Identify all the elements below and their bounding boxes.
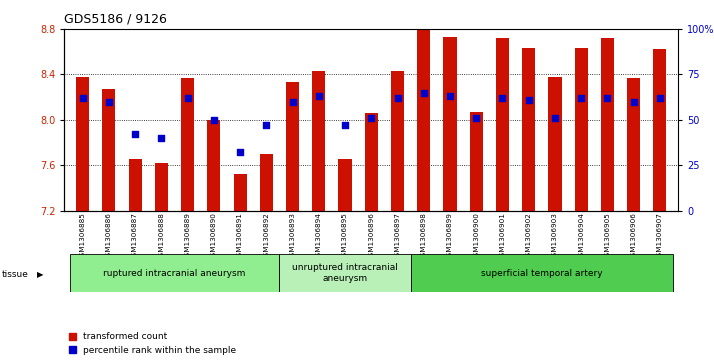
Point <box>654 95 665 101</box>
Bar <box>338 159 351 211</box>
Text: superficial temporal artery: superficial temporal artery <box>481 269 603 278</box>
Point <box>523 97 535 103</box>
Point <box>234 150 246 155</box>
Bar <box>233 174 246 211</box>
Bar <box>653 49 666 211</box>
Point <box>444 93 456 99</box>
Text: ruptured intracranial aneurysm: ruptured intracranial aneurysm <box>104 269 246 278</box>
Point <box>602 95 613 101</box>
Point <box>103 99 114 105</box>
Bar <box>548 77 561 211</box>
Bar <box>470 112 483 211</box>
Point <box>261 122 272 128</box>
Bar <box>365 113 378 211</box>
Bar <box>627 78 640 211</box>
Point <box>156 135 167 141</box>
Point <box>208 117 219 123</box>
Point <box>339 122 351 128</box>
Bar <box>129 159 141 211</box>
Bar <box>279 254 411 292</box>
Text: ▶: ▶ <box>37 270 44 278</box>
Point <box>418 90 430 95</box>
Point <box>129 131 141 137</box>
Bar <box>286 82 299 211</box>
Bar <box>522 48 536 211</box>
Point <box>366 115 377 121</box>
Point <box>628 99 640 105</box>
Point <box>313 93 324 99</box>
Point <box>497 95 508 101</box>
Text: GDS5186 / 9126: GDS5186 / 9126 <box>64 13 167 26</box>
Text: tissue: tissue <box>2 270 29 278</box>
Bar <box>391 71 404 211</box>
Bar <box>102 89 116 211</box>
Bar <box>411 254 673 292</box>
Bar <box>417 29 431 211</box>
Bar <box>312 71 326 211</box>
Bar <box>443 37 456 211</box>
Bar <box>575 48 588 211</box>
Bar <box>260 154 273 211</box>
Text: unruptured intracranial
aneurysm: unruptured intracranial aneurysm <box>292 264 398 283</box>
Point <box>471 115 482 121</box>
Bar <box>601 38 614 211</box>
Point <box>392 95 403 101</box>
Point <box>287 99 298 105</box>
Bar <box>207 120 221 211</box>
Bar <box>76 77 89 211</box>
Bar <box>155 163 168 211</box>
Point <box>549 115 560 121</box>
Bar <box>496 38 509 211</box>
Bar <box>181 78 194 211</box>
Point <box>575 95 587 101</box>
Bar <box>69 254 279 292</box>
Point <box>77 95 89 101</box>
Legend: transformed count, percentile rank within the sample: transformed count, percentile rank withi… <box>69 333 236 355</box>
Point <box>182 95 193 101</box>
